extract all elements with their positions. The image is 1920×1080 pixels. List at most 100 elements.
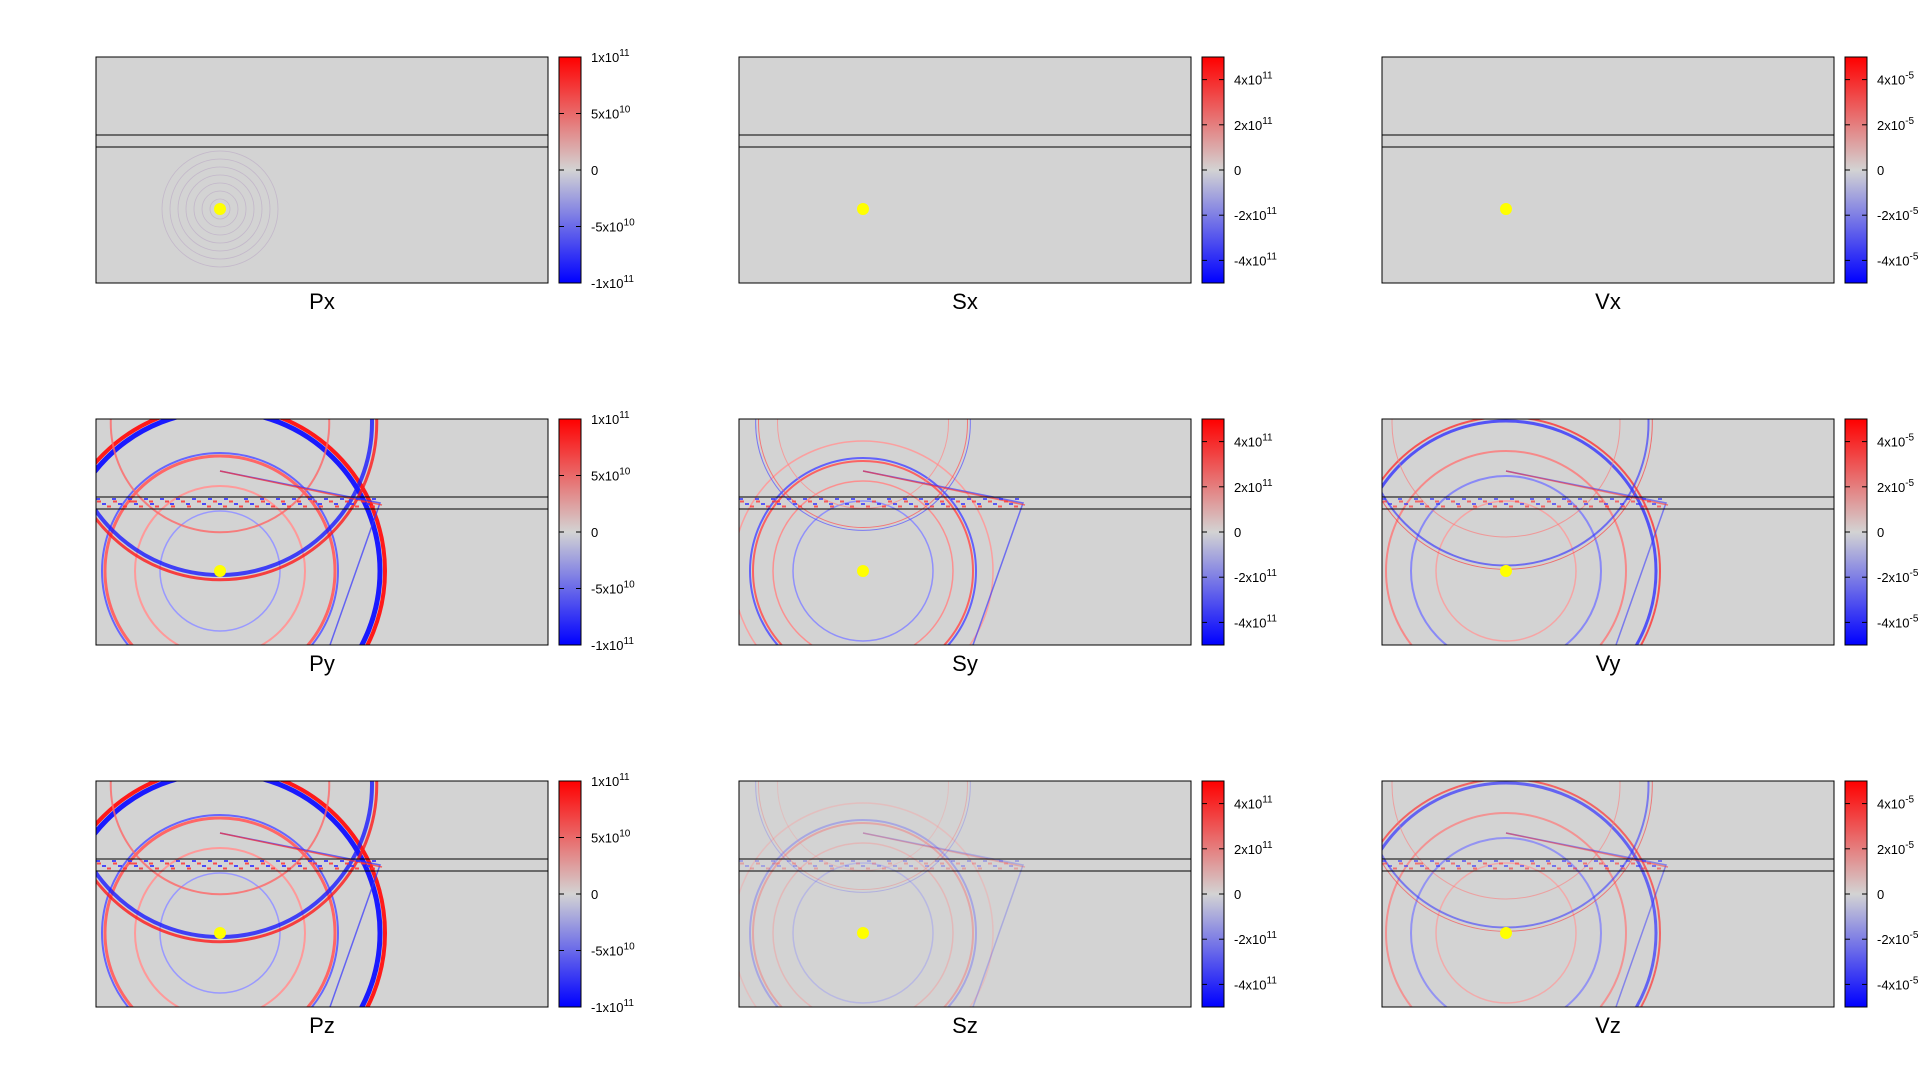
source-marker [1500, 927, 1512, 939]
colorbar-gradient [1845, 419, 1867, 645]
source-marker [1500, 565, 1512, 577]
source-marker [857, 203, 869, 215]
plot-area [96, 57, 548, 283]
plot-area [739, 781, 1191, 1007]
colorbar-tick-label: 4x10-5 [1877, 795, 1915, 812]
colorbar-gradient [1202, 57, 1224, 283]
colorbar-tick-label: 5x1010 [591, 105, 631, 122]
colorbar-tick-label: 1x1011 [591, 772, 630, 789]
source-marker [214, 927, 226, 939]
plot-area [739, 57, 1191, 283]
plot-frame [1381, 418, 1835, 646]
colorbar-tick-label: 4x1011 [1234, 795, 1273, 812]
colorbar-tick-label: 5x1010 [591, 467, 631, 484]
colorbar-tick-label: 4x1011 [1234, 71, 1273, 88]
colorbar-tick-label: -1x1011 [591, 636, 634, 653]
colorbar-tick-label: 0 [591, 163, 598, 178]
panel-title: Sx [952, 289, 978, 314]
colorbar-gradient [1845, 57, 1867, 283]
panel-sy: Sy 4x1011 2x1011 0 -2x1011 -4x1011 [738, 418, 1277, 676]
plot-area [1382, 57, 1834, 283]
wavefield [1382, 419, 1669, 645]
panel-sx: Sx 4x1011 2x1011 0 -2x1011 -4x1011 [738, 56, 1277, 314]
colorbar-tick-label: -4x1011 [1234, 975, 1277, 992]
source-marker [214, 565, 226, 577]
colorbar-gradient [1845, 781, 1867, 1007]
plot-frame [738, 418, 1192, 646]
wavefield [161, 150, 279, 268]
colorbar-tick-label: 0 [1877, 525, 1884, 540]
colorbar: 4x10-5 2x10-5 0 -2x10-5 -4x10-5 [1844, 780, 1919, 1008]
plot-frame [95, 780, 549, 1008]
colorbar-tick-label: 5x1010 [591, 829, 631, 846]
colorbar: 1x1011 5x1010 0 -5x1010 -1x1011 [558, 772, 635, 1015]
colorbar-tick-label: -4x10-5 [1877, 251, 1919, 268]
colorbar-tick-label: 2x1011 [1234, 840, 1273, 857]
colorbar-gradient [1202, 781, 1224, 1007]
colorbar-tick-label: 4x1011 [1234, 433, 1273, 450]
plot-frame [1381, 780, 1835, 1008]
source-marker [1500, 203, 1512, 215]
colorbar-tick-label: 2x10-5 [1877, 478, 1915, 495]
colorbar-tick-label: 2x1011 [1234, 478, 1273, 495]
colorbar-tick-label: -2x1011 [1234, 206, 1277, 223]
colorbar-tick-label: -1x1011 [591, 274, 634, 291]
wavefield [1382, 781, 1669, 1007]
panel-title: Vz [1595, 1013, 1621, 1038]
colorbar-tick-label: -4x10-5 [1877, 613, 1919, 630]
panel-vz: Vz 4x10-5 2x10-5 0 -2x10-5 -4x10-5 [1381, 780, 1919, 1038]
panel-py: Py 1x1011 5x1010 0 -5x1010 -1x1011 [95, 410, 635, 676]
colorbar-tick-label: -5x1010 [591, 942, 635, 959]
colorbar-tick-label: -2x10-5 [1877, 206, 1919, 223]
colorbar-tick-label: 4x10-5 [1877, 433, 1915, 450]
colorbar: 4x1011 2x1011 0 -2x1011 -4x1011 [1201, 780, 1277, 1008]
colorbar-tick-label: 2x10-5 [1877, 840, 1915, 857]
colorbar: 1x1011 5x1010 0 -5x1010 -1x1011 [558, 48, 635, 291]
colorbar-tick-label: 0 [1877, 887, 1884, 902]
panel-title: Vy [1596, 651, 1621, 676]
colorbar-tick-label: -2x1011 [1234, 568, 1277, 585]
panel-pz: Pz 1x1011 5x1010 0 -5x1010 -1x1011 [95, 772, 635, 1038]
colorbar: 4x10-5 2x10-5 0 -2x10-5 -4x10-5 [1844, 418, 1919, 646]
panel-title: Vx [1595, 289, 1621, 314]
plot-frame [1381, 56, 1835, 284]
source-marker [857, 565, 869, 577]
colorbar-tick-label: -2x10-5 [1877, 568, 1919, 585]
source-marker [857, 927, 869, 939]
colorbar-tick-label: 0 [1234, 163, 1241, 178]
colorbar-tick-label: 4x10-5 [1877, 71, 1915, 88]
colorbar-tick-label: -2x1011 [1234, 930, 1277, 947]
colorbar-tick-label: -5x1010 [591, 580, 635, 597]
colorbar: 1x1011 5x1010 0 -5x1010 -1x1011 [558, 410, 635, 653]
panel-title: Py [309, 651, 335, 676]
plot-frame [95, 418, 549, 646]
panel-sz: Sz 4x1011 2x1011 0 -2x1011 -4x1011 [738, 780, 1277, 1038]
source-marker [214, 203, 226, 215]
panel-vy: Vy 4x10-5 2x10-5 0 -2x10-5 -4x10-5 [1381, 418, 1919, 676]
colorbar-tick-label: 2x10-5 [1877, 116, 1915, 133]
colorbar-tick-label: -4x1011 [1234, 613, 1277, 630]
colorbar-tick-label: -2x10-5 [1877, 930, 1919, 947]
plot-area [1382, 781, 1834, 1007]
colorbar-gradient [559, 57, 581, 283]
colorbar-tick-label: -5x1010 [591, 218, 635, 235]
wavefield [739, 781, 1026, 1007]
colorbar-tick-label: 0 [591, 525, 598, 540]
colorbar-tick-label: 0 [1234, 887, 1241, 902]
colorbar-tick-label: -1x1011 [591, 998, 634, 1015]
panel-title: Pz [309, 1013, 335, 1038]
colorbar: 4x1011 2x1011 0 -2x1011 -4x1011 [1201, 56, 1277, 284]
wavefield [96, 781, 387, 1007]
colorbar: 4x1011 2x1011 0 -2x1011 -4x1011 [1201, 418, 1277, 646]
plot-frame [95, 56, 549, 284]
colorbar-tick-label: 0 [1877, 163, 1884, 178]
plot-area [1382, 419, 1834, 645]
colorbar-tick-label: 1x1011 [591, 410, 630, 427]
colorbar-gradient [1202, 419, 1224, 645]
colorbar-tick-label: -4x10-5 [1877, 975, 1919, 992]
panel-title: Sz [952, 1013, 978, 1038]
colorbar: 4x10-5 2x10-5 0 -2x10-5 -4x10-5 [1844, 56, 1919, 284]
plot-frame [738, 56, 1192, 284]
plot-area [96, 781, 548, 1007]
colorbar-tick-label: 2x1011 [1234, 116, 1273, 133]
